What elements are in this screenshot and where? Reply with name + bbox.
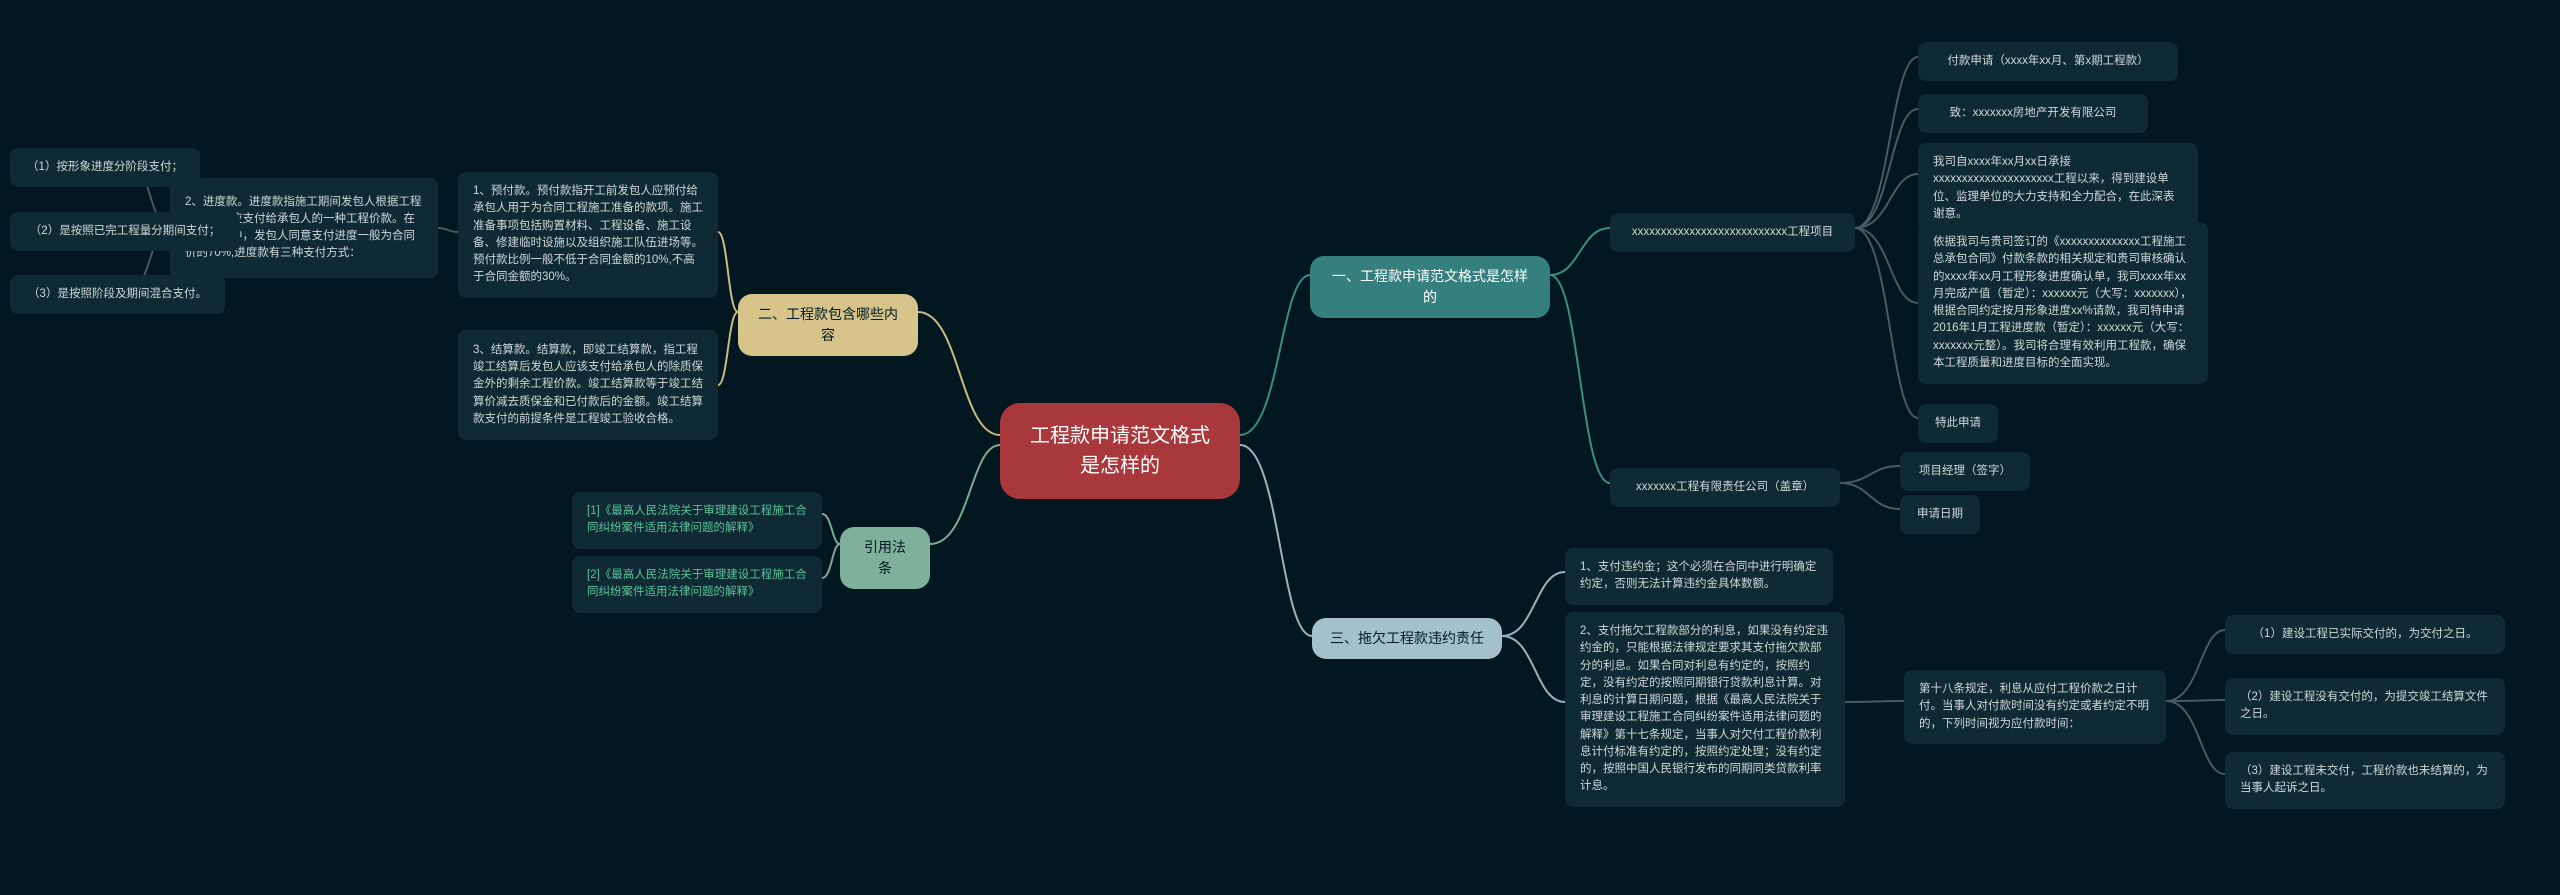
- edge: [2166, 630, 2225, 701]
- edge: [822, 544, 840, 578]
- edge: [1240, 445, 1312, 636]
- b3c2[interactable]: 2、支付拖欠工程款部分的利息，如果没有约定违约金的，只能根据法律规定要求其支付拖…: [1565, 612, 1845, 807]
- edge: [1240, 275, 1310, 435]
- b3c2a[interactable]: 第十八条规定，利息从应付工程价款之日计付。当事人对付款时间没有约定或者约定不明的…: [1904, 670, 2166, 744]
- b4c2[interactable]: [2]《最高人民法院关于审理建设工程施工合同纠纷案件适用法律问题的解释》: [572, 556, 822, 613]
- edge: [1502, 572, 1565, 636]
- edge: [1855, 228, 1918, 418]
- edge: [2166, 701, 2225, 774]
- edge: [822, 514, 840, 544]
- b1c1a[interactable]: 付款申请（xxxx年xx月、第x期工程款）: [1918, 42, 2178, 81]
- edge: [1502, 636, 1565, 702]
- edge: [1840, 466, 1900, 483]
- b3[interactable]: 三、拖欠工程款违约责任: [1312, 618, 1502, 659]
- b1c1e[interactable]: 特此申请: [1918, 404, 1998, 443]
- b1[interactable]: 一、工程款申请范文格式是怎样的: [1310, 256, 1550, 318]
- b2c1a1[interactable]: （1）按形象进度分阶段支付；: [10, 148, 200, 187]
- edge: [1840, 483, 1900, 509]
- edge: [718, 232, 738, 312]
- edge: [1550, 228, 1610, 275]
- edge: [1855, 57, 1918, 228]
- b3c2a3[interactable]: （3）建设工程未交付，工程价款也未结算的，为当事人起诉之日。: [2225, 752, 2505, 809]
- edge: [1855, 174, 1918, 228]
- b1c1c[interactable]: 我司自xxxx年xx月xx日承接xxxxxxxxxxxxxxxxxxxxx工程以…: [1918, 143, 2198, 234]
- b1c2b[interactable]: 申请日期: [1900, 495, 1980, 534]
- edge: [1845, 701, 1904, 702]
- b2c2[interactable]: 3、结算款。结算款，即竣工结算款，指工程竣工结算后发包人应该支付给承包人的除质保…: [458, 330, 718, 440]
- edge: [718, 312, 738, 385]
- b4[interactable]: 引用法条: [840, 527, 930, 589]
- b2c1a2[interactable]: （2）是按照已完工程量分期间支付；: [10, 212, 240, 251]
- b2[interactable]: 二、工程款包含哪些内容: [738, 294, 918, 356]
- b3c2a2[interactable]: （2）建设工程没有交付的，为提交竣工结算文件之日。: [2225, 678, 2505, 735]
- edge: [2166, 700, 2225, 701]
- root[interactable]: 工程款申请范文格式是怎样的: [1000, 403, 1240, 499]
- edge: [1855, 109, 1918, 228]
- b2c1[interactable]: 1、预付款。预付款指开工前发包人应预付给承包人用于为合同工程施工准备的款项。施工…: [458, 172, 718, 298]
- b1c1d[interactable]: 依据我司与贵司签订的《xxxxxxxxxxxxxx工程施工总承包合同》付款条款的…: [1918, 222, 2208, 384]
- b2c1a3[interactable]: （3）是按照阶段及期间混合支付。: [10, 275, 225, 314]
- edge: [918, 312, 1000, 435]
- b1c2a[interactable]: 项目经理（签字）: [1900, 452, 2030, 491]
- b1c1b[interactable]: 致：xxxxxxx房地产开发有限公司: [1918, 94, 2148, 133]
- b3c1[interactable]: 1、支付违约金；这个必须在合同中进行明确定约定，否则无法计算违约金具体数额。: [1565, 548, 1833, 605]
- edge: [1550, 275, 1610, 483]
- b1c2[interactable]: xxxxxxx工程有限责任公司（盖章）: [1610, 468, 1840, 507]
- b1c1[interactable]: xxxxxxxxxxxxxxxxxxxxxxxxxxx工程项目: [1610, 213, 1855, 252]
- b3c2a1[interactable]: （1）建设工程已实际交付的，为交付之日。: [2225, 615, 2505, 654]
- b4c1[interactable]: [1]《最高人民法院关于审理建设工程施工合同纠纷案件适用法律问题的解释》: [572, 492, 822, 549]
- edge: [1855, 228, 1918, 303]
- edge: [438, 228, 458, 232]
- edge: [930, 445, 1000, 544]
